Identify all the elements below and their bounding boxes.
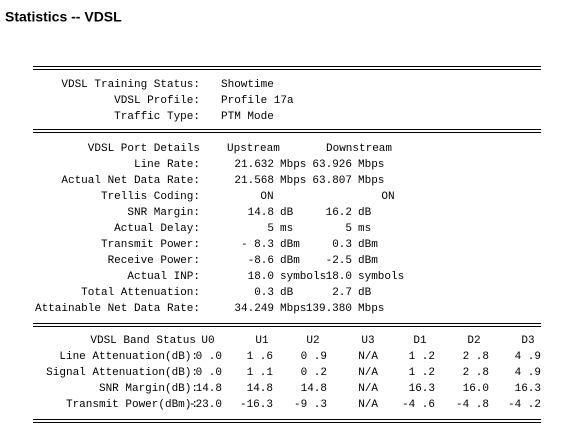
port-header: Downstream (326, 143, 392, 155)
upstream-value: 34.249 (234, 303, 274, 315)
port-label: Actual Net Data Rate: (61, 175, 200, 187)
port-label: SNR Margin: (127, 207, 200, 219)
status-label: VDSL Training Status: (61, 79, 200, 91)
upstream-unit: symbols (280, 271, 326, 283)
upstream-value: 5 (267, 223, 274, 235)
band-header: U1 (255, 335, 269, 347)
port-label: Transmit Power: (101, 239, 200, 251)
status-value: Showtime (221, 79, 274, 91)
band-value: -4 .8 (456, 399, 489, 411)
band-value: 14.8 (196, 383, 222, 395)
status-label: Traffic Type: (114, 111, 200, 123)
downstream-value: 63.926 (312, 159, 352, 171)
band-value: -4 .6 (402, 399, 435, 411)
band-value: 0 .2 (301, 367, 327, 379)
upstream-unit: dB (280, 207, 294, 219)
port-label: Receive Power: (108, 255, 200, 267)
band-header: D3 (521, 335, 534, 347)
upstream-value: 18.0 (248, 271, 274, 283)
upstream-value: 21.568 (234, 175, 274, 187)
upstream-value: 14.8 (248, 207, 274, 219)
band-value: 2 .8 (463, 367, 489, 379)
upstream-unit: Mbps (280, 175, 306, 187)
upstream-unit: dB (280, 287, 294, 299)
band-value: 4 .9 (515, 351, 541, 363)
band-label: Line Attenuation(dB): (59, 351, 198, 363)
downstream-value: -2.5 (326, 255, 352, 267)
downstream-value: 16.2 (326, 207, 352, 219)
downstream-unit: Mbps (358, 159, 384, 171)
band-value: 1 .6 (247, 351, 273, 363)
band-label: Transmit Power(dBm): (66, 399, 198, 411)
band-value: 1 .1 (247, 367, 274, 379)
status-value: Profile 17a (221, 95, 294, 107)
port-label: Attainable Net Data Rate: (35, 303, 200, 315)
band-value: 16.3 (515, 383, 541, 395)
band-header: VDSL Band Status (90, 335, 196, 347)
upstream-value: 21.632 (234, 159, 274, 171)
port-label: Line Rate: (134, 159, 200, 171)
band-header: U0 (201, 335, 214, 347)
band-value: 1 .2 (409, 351, 435, 363)
band-value: 2 .8 (463, 351, 489, 363)
downstream-unit: dBm (358, 239, 378, 251)
band-value: -4 .2 (508, 399, 541, 411)
downstream-value: 18.0 (326, 271, 352, 283)
downstream-value: 63.807 (312, 175, 352, 187)
downstream-value: 2.7 (332, 287, 352, 299)
band-header: D2 (467, 335, 480, 347)
upstream-unit: Mbps (280, 159, 306, 171)
band-header: U2 (306, 335, 319, 347)
port-header: VDSL Port Details (88, 143, 200, 155)
band-value: 14.8 (301, 383, 327, 395)
downstream-unit: dB (358, 207, 372, 219)
upstream-unit: Mbps (280, 303, 306, 315)
downstream-unit: dBm (358, 255, 378, 267)
upstream-unit: dBm (280, 255, 300, 267)
status-label: VDSL Profile: (114, 95, 200, 107)
downstream-value: ON (381, 191, 394, 203)
upstream-value: - 8.3 (241, 239, 274, 251)
band-value: 14.8 (247, 383, 273, 395)
band-value: 16.3 (409, 383, 435, 395)
downstream-value: 5 (345, 223, 352, 235)
downstream-value: 139.380 (306, 303, 352, 315)
band-value: 0 .0 (196, 351, 222, 363)
downstream-unit: symbols (358, 271, 404, 283)
upstream-value: 0.3 (254, 287, 274, 299)
band-value: 4 .9 (515, 367, 541, 379)
band-value: N/A (358, 367, 378, 379)
band-value: 0 .0 (196, 367, 222, 379)
port-header: Upstream (227, 143, 280, 155)
band-value: -16.3 (240, 399, 273, 411)
downstream-value: 0.3 (332, 239, 352, 251)
band-value: 1 .2 (409, 367, 435, 379)
band-label: SNR Margin(dB): (99, 383, 198, 395)
upstream-value: ON (260, 191, 273, 203)
band-header: U3 (361, 335, 374, 347)
band-label: Signal Attenuation(dB): (46, 367, 198, 379)
band-value: N/A (358, 399, 378, 411)
band-value: 16.0 (463, 383, 489, 395)
downstream-unit: ms (358, 223, 371, 235)
band-value: -23.0 (189, 399, 222, 411)
downstream-unit: Mbps (358, 175, 384, 187)
status-value: PTM Mode (221, 111, 274, 123)
upstream-unit: ms (280, 223, 293, 235)
upstream-unit: dBm (280, 239, 300, 251)
band-value: -9 .3 (294, 399, 327, 411)
downstream-unit: Mbps (358, 303, 384, 315)
page-title: Statistics -- VDSL (5, 9, 122, 25)
band-header: D1 (413, 335, 427, 347)
port-label: Actual Delay: (114, 223, 200, 235)
upstream-value: -8.6 (248, 255, 274, 267)
band-value: 0 .9 (301, 351, 327, 363)
downstream-unit: dB (358, 287, 372, 299)
port-label: Total Attenuation: (81, 287, 200, 299)
band-value: N/A (358, 383, 378, 395)
band-value: N/A (358, 351, 378, 363)
port-label: Actual INP: (127, 271, 200, 283)
port-label: Trellis Coding: (101, 191, 200, 203)
